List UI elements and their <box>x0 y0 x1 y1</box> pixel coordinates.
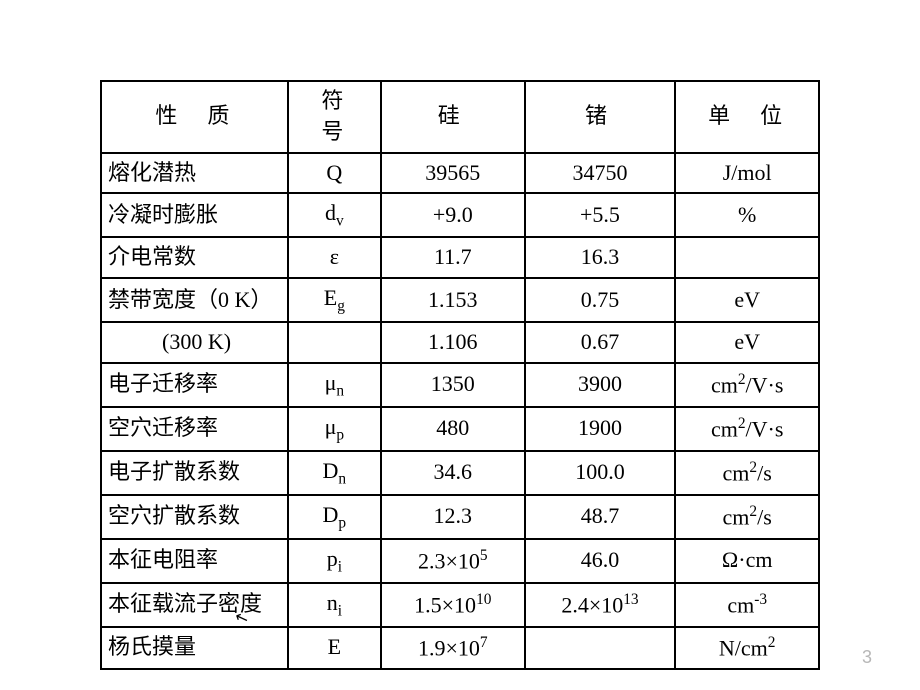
table-row: 冷凝时膨胀dv+9.0+5.5% <box>101 193 819 237</box>
cell-property: 本征载流子密度 <box>101 583 288 627</box>
col-header-property: 性 质 <box>101 81 288 153</box>
cell-ge: 34750 <box>525 153 676 194</box>
cell-symbol: Eg <box>288 278 381 322</box>
cell-ge <box>525 627 676 669</box>
cell-ge: 48.7 <box>525 495 676 539</box>
table-row: 本征载流子密度ni1.5×10102.4×1013cm-3 <box>101 583 819 627</box>
cell-symbol: E <box>288 627 381 669</box>
cell-property: 冷凝时膨胀 <box>101 193 288 237</box>
cell-symbol: Q <box>288 153 381 194</box>
cell-ge: +5.5 <box>525 193 676 237</box>
page-number: 3 <box>862 647 872 668</box>
cell-unit: J/mol <box>675 153 819 194</box>
cell-unit <box>675 237 819 278</box>
cell-si: 1.106 <box>381 322 525 363</box>
cell-unit: % <box>675 193 819 237</box>
cell-property: 介电常数 <box>101 237 288 278</box>
cell-unit: cm2/V·s <box>675 363 819 407</box>
cell-property: 禁带宽度（0 K） <box>101 278 288 322</box>
cell-property: 电子迁移率 <box>101 363 288 407</box>
table-body: 熔化潜热Q3956534750J/mol冷凝时膨胀dv+9.0+5.5%介电常数… <box>101 153 819 669</box>
cell-symbol: ε <box>288 237 381 278</box>
cell-ge: 16.3 <box>525 237 676 278</box>
cell-ge: 0.75 <box>525 278 676 322</box>
cell-unit: cm2/V·s <box>675 407 819 451</box>
table-row: 电子扩散系数Dn34.6100.0cm2/s <box>101 451 819 495</box>
col-header-ge: 锗 <box>525 81 676 153</box>
cell-symbol: ni <box>288 583 381 627</box>
cell-symbol: Dn <box>288 451 381 495</box>
table-row: 熔化潜热Q3956534750J/mol <box>101 153 819 194</box>
cell-si: +9.0 <box>381 193 525 237</box>
cell-property: 空穴迁移率 <box>101 407 288 451</box>
cell-si: 1.153 <box>381 278 525 322</box>
cell-unit: cm2/s <box>675 495 819 539</box>
properties-table: 性 质 符 号 硅 锗 单 位 熔化潜热Q3956534750J/mol冷凝时膨… <box>100 80 820 670</box>
properties-table-container: 性 质 符 号 硅 锗 单 位 熔化潜热Q3956534750J/mol冷凝时膨… <box>100 80 820 670</box>
cell-si: 34.6 <box>381 451 525 495</box>
cell-symbol: μn <box>288 363 381 407</box>
cell-property: 空穴扩散系数 <box>101 495 288 539</box>
cell-symbol: dv <box>288 193 381 237</box>
cell-ge: 2.4×1013 <box>525 583 676 627</box>
cell-symbol: Dp <box>288 495 381 539</box>
cell-property: 本征电阻率 <box>101 539 288 583</box>
cell-symbol: pi <box>288 539 381 583</box>
cell-si: 11.7 <box>381 237 525 278</box>
cell-unit: N/cm2 <box>675 627 819 669</box>
table-row: 本征电阻率pi2.3×10546.0Ω·cm <box>101 539 819 583</box>
table-header-row: 性 质 符 号 硅 锗 单 位 <box>101 81 819 153</box>
cell-property: (300 K) <box>101 322 288 363</box>
cell-unit: cm-3 <box>675 583 819 627</box>
cell-unit: eV <box>675 278 819 322</box>
cell-si: 480 <box>381 407 525 451</box>
cell-ge: 100.0 <box>525 451 676 495</box>
table-row: 空穴扩散系数Dp12.348.7cm2/s <box>101 495 819 539</box>
cell-property: 杨氏摸量 <box>101 627 288 669</box>
col-header-si: 硅 <box>381 81 525 153</box>
cell-si: 39565 <box>381 153 525 194</box>
table-row: 禁带宽度（0 K）Eg1.1530.75eV <box>101 278 819 322</box>
cell-ge: 1900 <box>525 407 676 451</box>
cell-si: 1.5×1010 <box>381 583 525 627</box>
col-header-symbol: 符 号 <box>288 81 381 153</box>
cell-si: 2.3×105 <box>381 539 525 583</box>
cell-si: 12.3 <box>381 495 525 539</box>
cell-ge: 0.67 <box>525 322 676 363</box>
cell-unit: Ω·cm <box>675 539 819 583</box>
table-row: 电子迁移率μn13503900cm2/V·s <box>101 363 819 407</box>
cell-symbol <box>288 322 381 363</box>
cell-property: 熔化潜热 <box>101 153 288 194</box>
cell-unit: eV <box>675 322 819 363</box>
cell-unit: cm2/s <box>675 451 819 495</box>
cell-ge: 46.0 <box>525 539 676 583</box>
cell-symbol: μp <box>288 407 381 451</box>
cell-property: 电子扩散系数 <box>101 451 288 495</box>
table-row: 空穴迁移率μp4801900cm2/V·s <box>101 407 819 451</box>
table-row: 介电常数ε11.716.3 <box>101 237 819 278</box>
table-row: (300 K) 1.1060.67eV <box>101 322 819 363</box>
table-row: 杨氏摸量E1.9×107 N/cm2 <box>101 627 819 669</box>
cell-si: 1350 <box>381 363 525 407</box>
cell-ge: 3900 <box>525 363 676 407</box>
cell-si: 1.9×107 <box>381 627 525 669</box>
col-header-unit: 单 位 <box>675 81 819 153</box>
